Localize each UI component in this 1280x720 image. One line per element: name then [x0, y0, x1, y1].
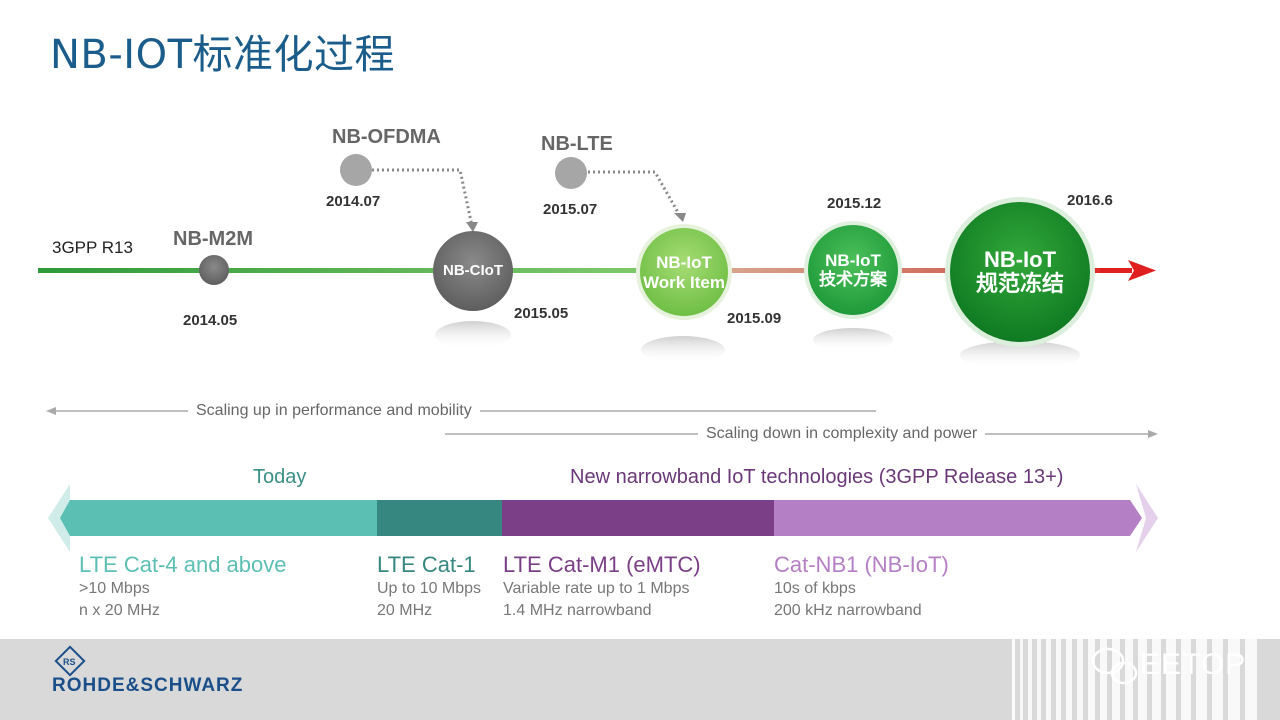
- node-nb-m2m: [199, 255, 229, 285]
- band-right-cap: [1136, 484, 1158, 552]
- tech-nb1-title: Cat-NB1 (NB-IoT): [774, 552, 949, 577]
- label-work-item: NB-IoT Work Item: [634, 250, 734, 296]
- work-item-line2: Work Item: [643, 273, 725, 292]
- date-nb-ciot: 2015.05: [514, 305, 569, 322]
- node-tech-plan: [808, 225, 898, 315]
- band-today-label: Today: [253, 466, 307, 488]
- tech-plan-line2: 技术方案: [819, 270, 887, 290]
- tech-nb1-rate: 10s of kbps: [774, 580, 856, 597]
- freeze-line1: NB-IoT: [983, 246, 1057, 272]
- band-nb1: [774, 500, 1130, 536]
- footer-graphics: RS: [54, 639, 1257, 720]
- tech-cat4-title: LTE Cat-4 and above: [79, 552, 287, 577]
- svg-text:RS: RS: [63, 657, 76, 667]
- connector-ofdma: [372, 168, 474, 227]
- tech-cat1: LTE Cat-1 Up to 10 Mbps 20 MHz: [377, 552, 481, 622]
- tech-cat4-bandwidth: n x 20 MHz: [79, 602, 160, 619]
- timeline-graphic: [38, 154, 1158, 552]
- wechat-icon: [1091, 647, 1138, 685]
- work-item-line1: NB-IoT: [656, 253, 712, 273]
- tech-cat1-bandwidth: 20 MHz: [377, 602, 433, 619]
- tech-catm1-rate: Variable rate up to 1 Mbps: [503, 580, 690, 597]
- node-nb-ofdma: [340, 154, 372, 186]
- scaling-down-label: Scaling down in complexity and power: [698, 425, 986, 443]
- label-nb-lte: NB-LTE: [541, 133, 613, 155]
- rs-diamond-icon: RS: [54, 645, 86, 677]
- label-nb-m2m: NB-M2M: [173, 228, 253, 250]
- watermark-text: EETOP: [1140, 648, 1247, 681]
- label-nb-ciot: NB-CIoT: [443, 262, 503, 280]
- date-tech-plan: 2015.12: [827, 195, 882, 212]
- page-title: NB-IOT标准化过程: [50, 32, 396, 78]
- node-nb-ciot: [433, 231, 513, 311]
- timeline-arrowhead: [1128, 260, 1156, 281]
- band-cat4: [70, 500, 377, 536]
- tech-nb1: Cat-NB1 (NB-IoT) 10s of kbps 200 kHz nar…: [774, 552, 949, 622]
- timeline-start-label: 3GPP R13: [52, 238, 133, 257]
- label-nb-ofdma: NB-OFDMA: [332, 126, 441, 148]
- scaling-up-label: Scaling up in performance and mobility: [188, 402, 480, 420]
- node-freeze: [950, 202, 1090, 342]
- date-nb-ofdma: 2014.07: [326, 193, 381, 210]
- tech-cat1-title: LTE Cat-1: [377, 552, 476, 577]
- tech-cat4: LTE Cat-4 and above >10 Mbps n x 20 MHz: [79, 552, 287, 622]
- tech-catm1-bandwidth: 1.4 MHz narrowband: [503, 602, 652, 619]
- band-new-label: New narrowband IoT technologies (3GPP Re…: [570, 466, 1064, 488]
- tech-catm1-title: LTE Cat-M1 (eMTC): [503, 552, 701, 577]
- timeline-line: [38, 268, 1123, 273]
- node-nb-lte: [555, 157, 587, 189]
- date-freeze: 2016.6: [1067, 192, 1113, 209]
- date-work-item: 2015.09: [727, 310, 782, 327]
- band-catm1: [502, 500, 774, 536]
- band-left-cap: [48, 484, 70, 552]
- tech-nb1-bandwidth: 200 kHz narrowband: [774, 602, 922, 619]
- date-nb-lte: 2015.07: [543, 201, 598, 218]
- tech-plan-line1: NB-IoT: [825, 251, 881, 271]
- node-work-item: [640, 228, 728, 316]
- tech-cat4-rate: >10 Mbps: [79, 580, 150, 597]
- date-nb-m2m: 2014.05: [183, 312, 238, 329]
- label-freeze: NB-IoT 规范冻结: [955, 240, 1085, 304]
- brand-logo-text: ROHDE&SCHWARZ: [52, 675, 244, 696]
- freeze-line2: 规范冻结: [975, 272, 1064, 297]
- tech-cat1-rate: Up to 10 Mbps: [377, 580, 482, 597]
- label-tech-plan: NB-IoT 技术方案: [808, 248, 898, 294]
- tech-catm1: LTE Cat-M1 (eMTC) Variable rate up to 1 …: [503, 552, 701, 622]
- band-cat1: [377, 500, 502, 536]
- connector-lte: [588, 170, 682, 217]
